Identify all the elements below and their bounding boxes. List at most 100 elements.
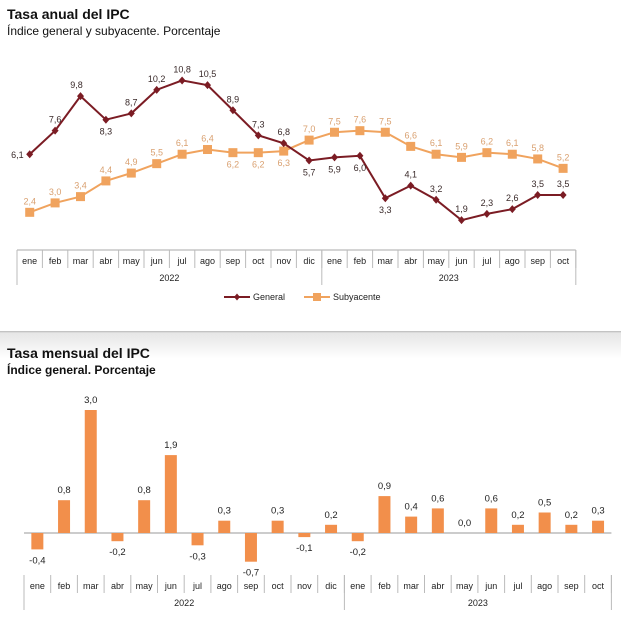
- bar: [538, 512, 551, 533]
- data-label: 2,3: [481, 198, 494, 208]
- data-point-square: [177, 149, 187, 159]
- data-label: 0,2: [324, 510, 337, 521]
- data-label: 0,2: [565, 510, 578, 521]
- x-tick-label: mar: [378, 256, 394, 266]
- data-label: 10,8: [173, 64, 191, 74]
- data-label: 8,7: [125, 97, 138, 107]
- data-point-square: [330, 127, 339, 137]
- legend-subyacente-label: Subyacente: [333, 292, 381, 302]
- x-tick-label: jun: [150, 256, 163, 266]
- x-tick-label: jul: [177, 256, 187, 266]
- data-label: 3,2: [430, 184, 443, 194]
- data-label: -0,2: [350, 547, 366, 558]
- x-tick-label: jun: [454, 256, 467, 266]
- data-label: 8,3: [100, 127, 113, 137]
- data-label: 7,5: [379, 116, 392, 126]
- x-tick-label: abr: [99, 256, 112, 266]
- bar: [511, 524, 524, 533]
- legend: General Subyacente: [224, 292, 381, 302]
- data-label: -0,3: [189, 551, 205, 562]
- data-label: 6,1: [11, 150, 24, 160]
- data-label: 5,2: [557, 152, 570, 162]
- legend-subyacente-marker: [313, 293, 321, 301]
- bar: [485, 508, 498, 533]
- data-label: 6,1: [506, 138, 519, 148]
- legend-general-marker: [234, 293, 240, 301]
- x-tick-label: may: [428, 256, 446, 266]
- data-label: 6,2: [481, 137, 494, 147]
- data-label: 4,1: [404, 170, 417, 180]
- x-tick-label: oct: [252, 256, 265, 266]
- x-tick-label: ago: [217, 581, 232, 591]
- x-tick-label: jul: [481, 256, 491, 266]
- bar: [191, 533, 204, 546]
- x-tick-label: feb: [58, 581, 71, 591]
- x-tick-label: feb: [49, 256, 62, 266]
- series-general: 6,1 7,6 9,8 8,3 8,7 10,2 10,8 10,5 8,9 7,3 6,8 5,7 5…: [11, 64, 569, 225]
- data-label: 0,3: [218, 506, 231, 517]
- data-label: 7,5: [328, 116, 341, 126]
- data-label: 7,6: [354, 115, 367, 125]
- bar: [405, 516, 418, 533]
- series-subyacente: 2,4 3,0 3,4 4,4 4,9 5,5 6,1 6,4 6,2 6,2 6,3 7,0 7,5 7…: [23, 115, 569, 217]
- data-point-diamond: [381, 194, 389, 203]
- data-label: 6,3: [277, 158, 290, 168]
- x-tick-label: oct: [592, 581, 605, 591]
- x-tick-label: abr: [404, 256, 417, 266]
- x-tick-label: sep: [244, 581, 259, 591]
- data-label: 0,6: [431, 493, 444, 504]
- series-line: [29, 129, 564, 214]
- data-label: 0,6: [485, 493, 498, 504]
- bar: [325, 524, 338, 533]
- data-label: 6,6: [404, 130, 417, 140]
- data-point-diamond: [305, 156, 313, 165]
- data-point-square: [50, 198, 60, 208]
- data-label: 5,5: [150, 148, 163, 158]
- data-label: -0,2: [109, 547, 125, 558]
- annual-chart-title: Tasa anual del IPC: [7, 6, 130, 22]
- bar: [431, 508, 444, 533]
- data-point-diamond: [483, 209, 491, 218]
- x-tick-label: jul: [192, 581, 202, 591]
- data-label: 0,9: [378, 481, 391, 492]
- data-label: 5,9: [455, 141, 468, 151]
- data-label: 6,2: [252, 160, 265, 170]
- bar: [271, 520, 284, 533]
- data-label: 6,0: [354, 163, 367, 173]
- data-point-diamond: [204, 81, 211, 90]
- x-tick-label: ene: [30, 581, 45, 591]
- data-label: 3,4: [74, 181, 87, 191]
- data-point-diamond: [77, 92, 84, 101]
- x-tick-label: mar: [83, 581, 99, 591]
- x-tick-label: nov: [297, 581, 312, 591]
- data-point-square: [203, 145, 212, 155]
- data-point-diamond: [178, 76, 186, 85]
- bar: [244, 533, 257, 562]
- bar: [31, 533, 44, 550]
- x-tick-label: mar: [73, 256, 89, 266]
- bar: [218, 520, 231, 533]
- annual-chart-subtitle: Índice general y subyacente. Porcentaje: [7, 24, 221, 38]
- data-point-square: [126, 168, 136, 178]
- data-label: 7,0: [303, 124, 316, 134]
- data-label: 5,7: [303, 168, 316, 178]
- data-point-diamond: [229, 106, 237, 115]
- data-point-square: [431, 149, 441, 159]
- x-tick-label: dic: [325, 581, 337, 591]
- bar: [84, 410, 97, 533]
- data-point-diamond: [254, 131, 262, 140]
- bar: [138, 500, 151, 533]
- x-tick-label: nov: [276, 256, 291, 266]
- data-point-square: [253, 148, 263, 158]
- x-tick-label: feb: [378, 581, 391, 591]
- data-label: 0,3: [271, 506, 284, 517]
- x-tick-label: oct: [272, 581, 285, 591]
- data-label: 2,4: [23, 196, 36, 206]
- data-point-square: [228, 148, 238, 158]
- bar: [164, 455, 177, 533]
- x-tick-label: jun: [164, 581, 177, 591]
- data-point-diamond: [280, 139, 288, 148]
- data-label: 10,2: [148, 74, 166, 84]
- x-tick-label: may: [136, 581, 154, 591]
- data-point-diamond: [102, 115, 110, 124]
